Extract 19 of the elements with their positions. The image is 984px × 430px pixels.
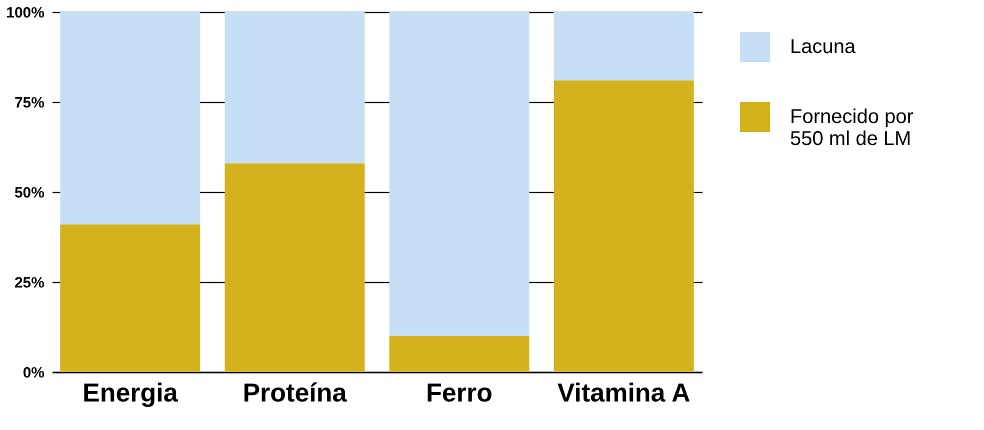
x-tick-label: Proteína: [242, 378, 348, 408]
x-tick-label: Energia: [82, 378, 178, 408]
bar: [554, 12, 694, 80]
bar: [389, 12, 530, 336]
bar: [224, 163, 365, 372]
x-tick-label: Ferro: [426, 378, 493, 408]
y-tick-label: 25%: [14, 274, 44, 292]
bar: [389, 336, 530, 372]
bar: [224, 12, 365, 164]
y-tick-label: 100%: [6, 4, 44, 22]
bar: [554, 80, 694, 372]
y-tick-label: 0%: [22, 364, 44, 382]
legend-label: Lacuna: [790, 36, 856, 58]
legend-label: Fornecido por 550 ml de LM: [790, 106, 914, 150]
bar: [60, 224, 200, 372]
y-tick-label: 75%: [14, 94, 44, 112]
bar: [60, 12, 200, 224]
y-tick-label: 50%: [14, 184, 44, 202]
x-tick-label: Vitamina A: [557, 378, 691, 408]
